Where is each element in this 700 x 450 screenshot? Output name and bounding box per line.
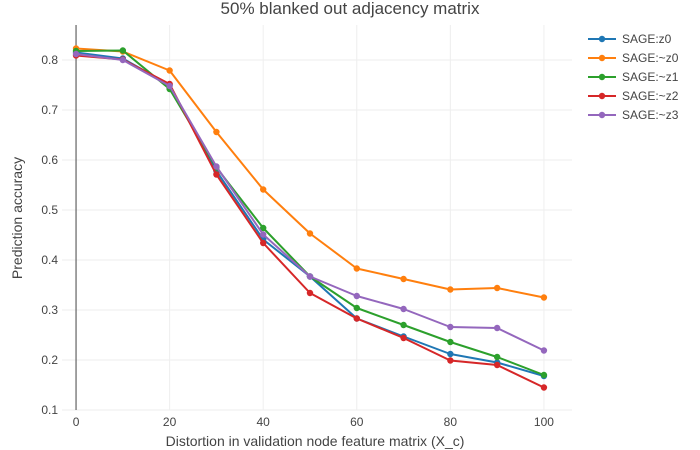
legend-label: SAGE:~z2 — [622, 89, 679, 103]
y-tick-label: 0.2 — [41, 353, 58, 367]
data-point — [259, 231, 267, 238]
data-point — [493, 353, 501, 361]
legend-label: SAGE:z0 — [622, 32, 672, 46]
series-5 — [72, 50, 548, 354]
data-point — [540, 371, 548, 379]
y-tick-label: 0.6 — [41, 153, 58, 167]
data-point — [493, 324, 501, 332]
legend-label: SAGE:~z0 — [622, 51, 679, 65]
legend-item[interactable]: SAGE:~z0 — [588, 51, 679, 65]
legend-label: SAGE:~z1 — [622, 70, 679, 84]
x-axis-ticks: 0 20 40 60 80 100 — [73, 415, 555, 429]
data-point — [72, 50, 80, 58]
series-line — [75, 54, 545, 389]
data-point — [213, 163, 220, 170]
data-point — [447, 338, 454, 346]
data-point — [259, 224, 267, 232]
data-point — [447, 286, 454, 293]
data-point — [400, 275, 407, 283]
plot-series — [72, 45, 548, 391]
series-4 — [72, 52, 548, 391]
y-axis-ticks: 0.1 0.2 0.3 0.4 0.5 0.6 0.7 0.8 — [41, 53, 58, 417]
data-point — [447, 357, 454, 364]
data-point — [259, 186, 267, 193]
series-line — [75, 49, 545, 376]
x-tick-label: 0 — [73, 415, 80, 429]
data-point — [447, 350, 454, 358]
legend-label: SAGE:~z3 — [622, 108, 679, 122]
legend-swatch-marker — [598, 73, 606, 81]
y-tick-label: 0.4 — [41, 253, 58, 267]
data-point — [213, 171, 220, 178]
series-1 — [72, 49, 548, 380]
data-point — [353, 292, 360, 300]
data-point — [493, 361, 501, 369]
series-3 — [72, 47, 548, 379]
grid-lines — [62, 25, 572, 411]
x-tick-label: 20 — [163, 415, 177, 429]
data-point — [353, 304, 360, 312]
data-point — [119, 56, 127, 64]
legend-swatch-marker — [598, 54, 606, 62]
y-tick-label: 0.1 — [41, 403, 58, 417]
legend-item[interactable]: SAGE:~z2 — [588, 89, 679, 103]
legend-swatch-marker — [598, 92, 606, 100]
series-2 — [72, 45, 548, 301]
data-point — [540, 294, 548, 301]
y-tick-label: 0.5 — [41, 203, 58, 217]
data-point — [306, 273, 314, 280]
data-point — [493, 284, 501, 292]
data-point — [213, 128, 220, 136]
data-point — [400, 334, 407, 342]
x-tick-label: 100 — [534, 415, 554, 429]
data-point — [540, 347, 548, 354]
legend-item[interactable]: SAGE:~z3 — [588, 108, 679, 122]
legend: SAGE:z0 SAGE:~z0 SAGE:~z1 SAGE:~z2 SAGE:~z3 — [588, 32, 679, 122]
y-tick-label: 0.3 — [41, 303, 58, 317]
data-point — [259, 239, 267, 247]
data-point — [306, 230, 314, 237]
x-tick-label: 40 — [257, 415, 271, 429]
data-point — [400, 321, 407, 329]
legend-item[interactable]: SAGE:z0 — [588, 32, 672, 46]
chart-title: 50% blanked out adjacency matrix — [221, 0, 480, 18]
series-line — [75, 53, 545, 352]
y-axis-title: Prediction accuracy — [9, 157, 25, 279]
data-point — [447, 323, 454, 331]
x-tick-label: 80 — [444, 415, 458, 429]
legend-swatch-marker — [598, 35, 606, 43]
legend-item[interactable]: SAGE:~z1 — [588, 70, 679, 84]
data-point — [353, 265, 360, 272]
data-point — [166, 67, 173, 74]
x-axis-title: Distortion in validation node feature ma… — [166, 433, 465, 449]
data-point — [400, 305, 407, 313]
x-tick-label: 60 — [350, 415, 364, 429]
legend-swatch-marker — [598, 111, 606, 119]
data-point — [353, 315, 360, 322]
data-point — [306, 289, 314, 297]
data-point — [540, 384, 548, 391]
y-tick-label: 0.7 — [41, 103, 58, 117]
data-point — [119, 47, 127, 54]
y-tick-label: 0.8 — [41, 53, 58, 67]
data-point — [166, 82, 173, 90]
